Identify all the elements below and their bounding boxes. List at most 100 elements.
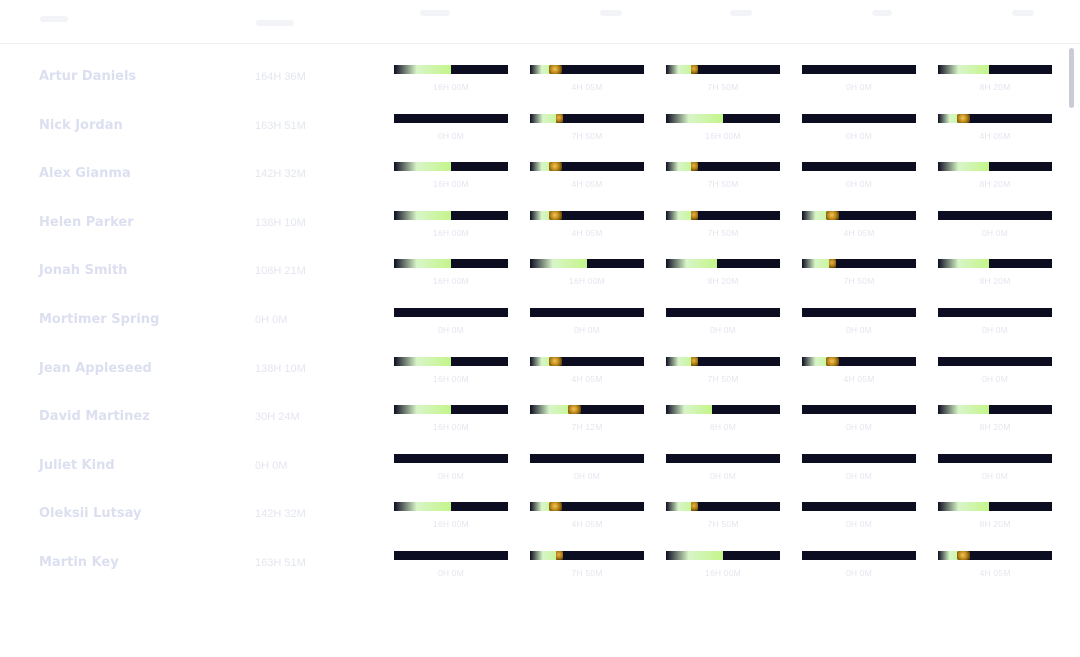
day-hours-cell[interactable]: 7H 50M — [666, 162, 780, 192]
day-hours-cell[interactable]: 4H 05M — [938, 113, 1052, 144]
day-hours-cell[interactable]: 7H 50M — [802, 259, 916, 289]
day-hours-cell[interactable]: 4H 05M — [530, 65, 644, 95]
day-hours-cell[interactable]: 8H 20M — [938, 259, 1052, 289]
day-hours-cell[interactable]: 7H 50M — [530, 550, 644, 581]
progress-knob-icon — [548, 162, 562, 172]
hours-progress-bar — [938, 162, 1052, 172]
day-hours-cell[interactable]: 4H 05M — [802, 210, 916, 241]
day-hours-cell[interactable]: 0H 0M — [802, 550, 916, 581]
day-hours-cell[interactable]: 0H 0M — [802, 307, 916, 338]
day-hours-cell[interactable]: 4H 05M — [530, 210, 644, 241]
table-row[interactable]: David Martinez 30H 24M 16H 00M 7H 12M 8H 0M 0… — [0, 392, 1066, 441]
day-hours-cell[interactable]: 4H 05M — [802, 356, 916, 387]
employee-name[interactable]: Oleksii Lutsay — [39, 506, 142, 522]
day-hours-cell[interactable]: 8H 20M — [938, 162, 1052, 192]
table-row[interactable]: Oleksii Lutsay 142H 32M 16H 00M 4H 05M 7H 50… — [0, 489, 1066, 538]
employee-name[interactable]: Jean Appleseed — [39, 360, 152, 376]
day-hours-cell[interactable]: 4H 05M — [530, 162, 644, 192]
hours-progress-bar — [802, 259, 916, 269]
day-hours-cell[interactable]: 0H 0M — [394, 307, 508, 338]
table-row[interactable]: Artur Daniels 164H 36M 16H 00M 4H 05M 7H 50M… — [0, 52, 1066, 101]
day-hours-cell[interactable]: 7H 50M — [666, 65, 780, 95]
day-hours-cell[interactable]: 16H 00M — [394, 210, 508, 241]
day-hours-cell[interactable]: 0H 0M — [938, 356, 1052, 387]
day-hours-cell[interactable]: 0H 0M — [394, 453, 508, 484]
day-hours-cell[interactable]: 4H 05M — [530, 356, 644, 387]
employee-name[interactable]: Helen Parker — [39, 214, 134, 230]
day-hours-label: 16H 00M — [705, 130, 741, 141]
day-hours-cell[interactable]: 16H 00M — [394, 65, 508, 95]
day-hours-cell[interactable]: 0H 0M — [802, 65, 916, 95]
day-hours-cell[interactable]: 0H 0M — [802, 162, 916, 192]
total-hours: 138H 10M — [255, 216, 306, 229]
day-hours-cell[interactable]: 7H 50M — [666, 210, 780, 241]
hours-progress-bar — [938, 356, 1052, 366]
hours-progress-bar — [938, 550, 1052, 560]
day-hours-cell[interactable]: 0H 0M — [802, 405, 916, 435]
day-hours-cell[interactable]: 16H 00M — [530, 259, 644, 289]
hours-progress-bar — [666, 162, 780, 172]
day-hours-cell[interactable]: 16H 00M — [394, 502, 508, 532]
day-hours-cell[interactable]: 8H 20M — [666, 259, 780, 289]
employee-name[interactable]: Alex Gianma — [39, 166, 131, 182]
day-hours-cell[interactable]: 0H 0M — [938, 210, 1052, 241]
day-hours-cell[interactable]: 16H 00M — [394, 259, 508, 289]
progress-fill — [938, 65, 990, 74]
employee-name[interactable]: Martin Key — [39, 554, 119, 570]
hours-progress-bar — [530, 210, 644, 220]
day-hours-cell[interactable]: 0H 0M — [530, 453, 644, 484]
day-hours-label: 8H 20M — [979, 422, 1011, 433]
day-hours-cell[interactable]: 8H 20M — [938, 502, 1052, 532]
vertical-scrollbar[interactable] — [1066, 46, 1078, 646]
progress-fill — [802, 356, 837, 366]
day-hours-cell[interactable]: 7H 50M — [530, 113, 644, 144]
day-hours-cell[interactable]: 8H 20M — [938, 65, 1052, 95]
day-hours-cell[interactable]: 0H 0M — [938, 307, 1052, 338]
employee-name[interactable]: Artur Daniels — [39, 69, 137, 84]
table-row[interactable]: Juliet Kind 0H 0M 0H 0M 0H 0M 0H 0M 0H 0M 0H 0… — [0, 441, 1066, 490]
day-hours-cell[interactable]: 7H 50M — [666, 502, 780, 532]
day-hours-cell[interactable]: 0H 0M — [666, 453, 780, 484]
day-hours-label: 7H 50M — [707, 82, 739, 92]
day-hours-cell[interactable]: 16H 00M — [394, 405, 508, 435]
day-hours-cell[interactable]: 0H 0M — [802, 502, 916, 532]
day-hours-label: 4H 05M — [571, 227, 603, 238]
day-hours-cell[interactable]: 16H 00M — [394, 356, 508, 387]
progress-fill — [938, 113, 967, 123]
employee-name[interactable]: Juliet Kind — [39, 457, 115, 473]
day-hours-cell[interactable]: 16H 00M — [666, 113, 780, 144]
day-hours-label: 4H 05M — [979, 130, 1011, 141]
day-hours-cell[interactable]: 8H 20M — [938, 405, 1052, 435]
day-hours-cell[interactable]: 0H 0M — [802, 453, 916, 484]
progress-fill — [938, 162, 990, 172]
table-row[interactable]: Jean Appleseed 138H 10M 16H 00M 4H 05M 7H 50… — [0, 344, 1066, 393]
hours-progress-bar — [530, 65, 644, 74]
day-hours-label: 16H 00M — [433, 422, 469, 433]
table-row[interactable]: Nick Jordan 163H 51M 0H 0M 7H 50M 16H 00M 0H … — [0, 101, 1066, 150]
day-hours-cell[interactable]: 4H 05M — [530, 502, 644, 532]
employee-name[interactable]: Jonah Smith — [39, 263, 128, 279]
employee-name[interactable]: David Martinez — [39, 409, 150, 425]
day-hours-cell[interactable]: 0H 0M — [394, 113, 508, 144]
day-hours-cell[interactable]: 4H 05M — [938, 550, 1052, 581]
table-row[interactable]: Mortimer Spring 0H 0M 0H 0M 0H 0M 0H 0M 0H 0M… — [0, 295, 1066, 344]
day-hours-cell[interactable]: 0H 0M — [394, 550, 508, 581]
day-hours-cell[interactable]: 0H 0M — [938, 453, 1052, 484]
employee-name[interactable]: Mortimer Spring — [39, 311, 160, 327]
day-hours-cell[interactable]: 0H 0M — [530, 307, 644, 338]
day-hours-cell[interactable]: 16H 00M — [394, 162, 508, 192]
day-hours-cell[interactable]: 7H 50M — [666, 356, 780, 387]
day-hours-cell[interactable]: 0H 0M — [802, 113, 916, 144]
table-row[interactable]: Alex Gianma 142H 32M 16H 00M 4H 05M 7H 50M 0H… — [0, 149, 1066, 198]
day-hours-cell[interactable]: 0H 0M — [666, 307, 780, 338]
employee-name[interactable]: Nick Jordan — [39, 117, 123, 133]
day-hours-label: 7H 50M — [707, 373, 739, 384]
table-row[interactable]: Helen Parker 138H 10M 16H 00M 4H 05M 7H 50M 4… — [0, 198, 1066, 247]
table-row[interactable]: Martin Key 163H 51M 0H 0M 7H 50M 16H 00M 0H 0… — [0, 538, 1066, 587]
day-hours-cell[interactable]: 8H 0M — [666, 405, 780, 435]
day-hours-cell[interactable]: 7H 12M — [530, 405, 644, 435]
day-hours-cell[interactable]: 16H 00M — [666, 550, 780, 581]
progress-knob-icon — [690, 65, 698, 74]
table-row[interactable]: Jonah Smith 108H 21M 16H 00M 16H 00M 8H 20M 7… — [0, 246, 1066, 295]
scrollbar-thumb[interactable] — [1069, 48, 1074, 108]
